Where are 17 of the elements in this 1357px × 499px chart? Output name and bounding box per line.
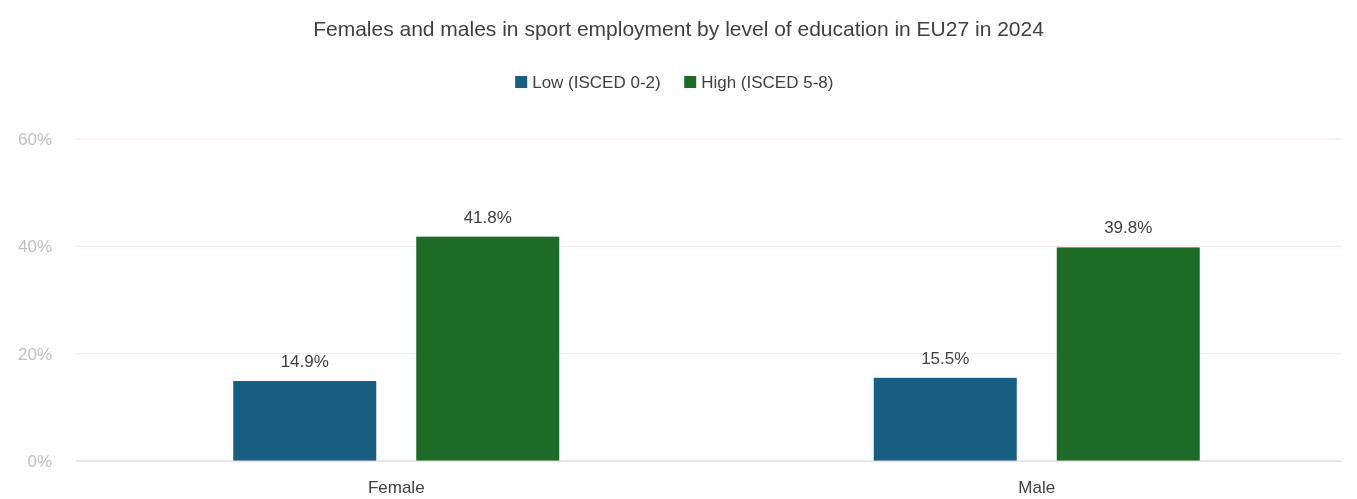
bar	[233, 381, 377, 461]
y-tick-label: 40%	[17, 237, 52, 257]
x-tick-label: Female	[367, 478, 425, 497]
chart-title: Females and males in sport employment by level of education in EU27 in 2024	[313, 17, 1045, 40]
bar	[873, 377, 1017, 461]
y-tick-label: 60%	[17, 130, 52, 149]
legend-label: Low (ISCED 0-2)	[532, 73, 661, 92]
x-tick-label: Male	[1018, 478, 1056, 497]
data-label: 41.8%	[463, 207, 512, 227]
data-label: 14.9%	[280, 352, 329, 372]
bar	[1056, 247, 1200, 461]
y-tick-label: 20%	[17, 344, 52, 364]
bar	[416, 236, 560, 461]
legend-label: High (ISCED 5-8)	[701, 73, 834, 92]
data-label: 39.8%	[1104, 218, 1153, 238]
data-label: 15.5%	[921, 348, 970, 368]
y-tick-label: 0%	[27, 452, 52, 471]
